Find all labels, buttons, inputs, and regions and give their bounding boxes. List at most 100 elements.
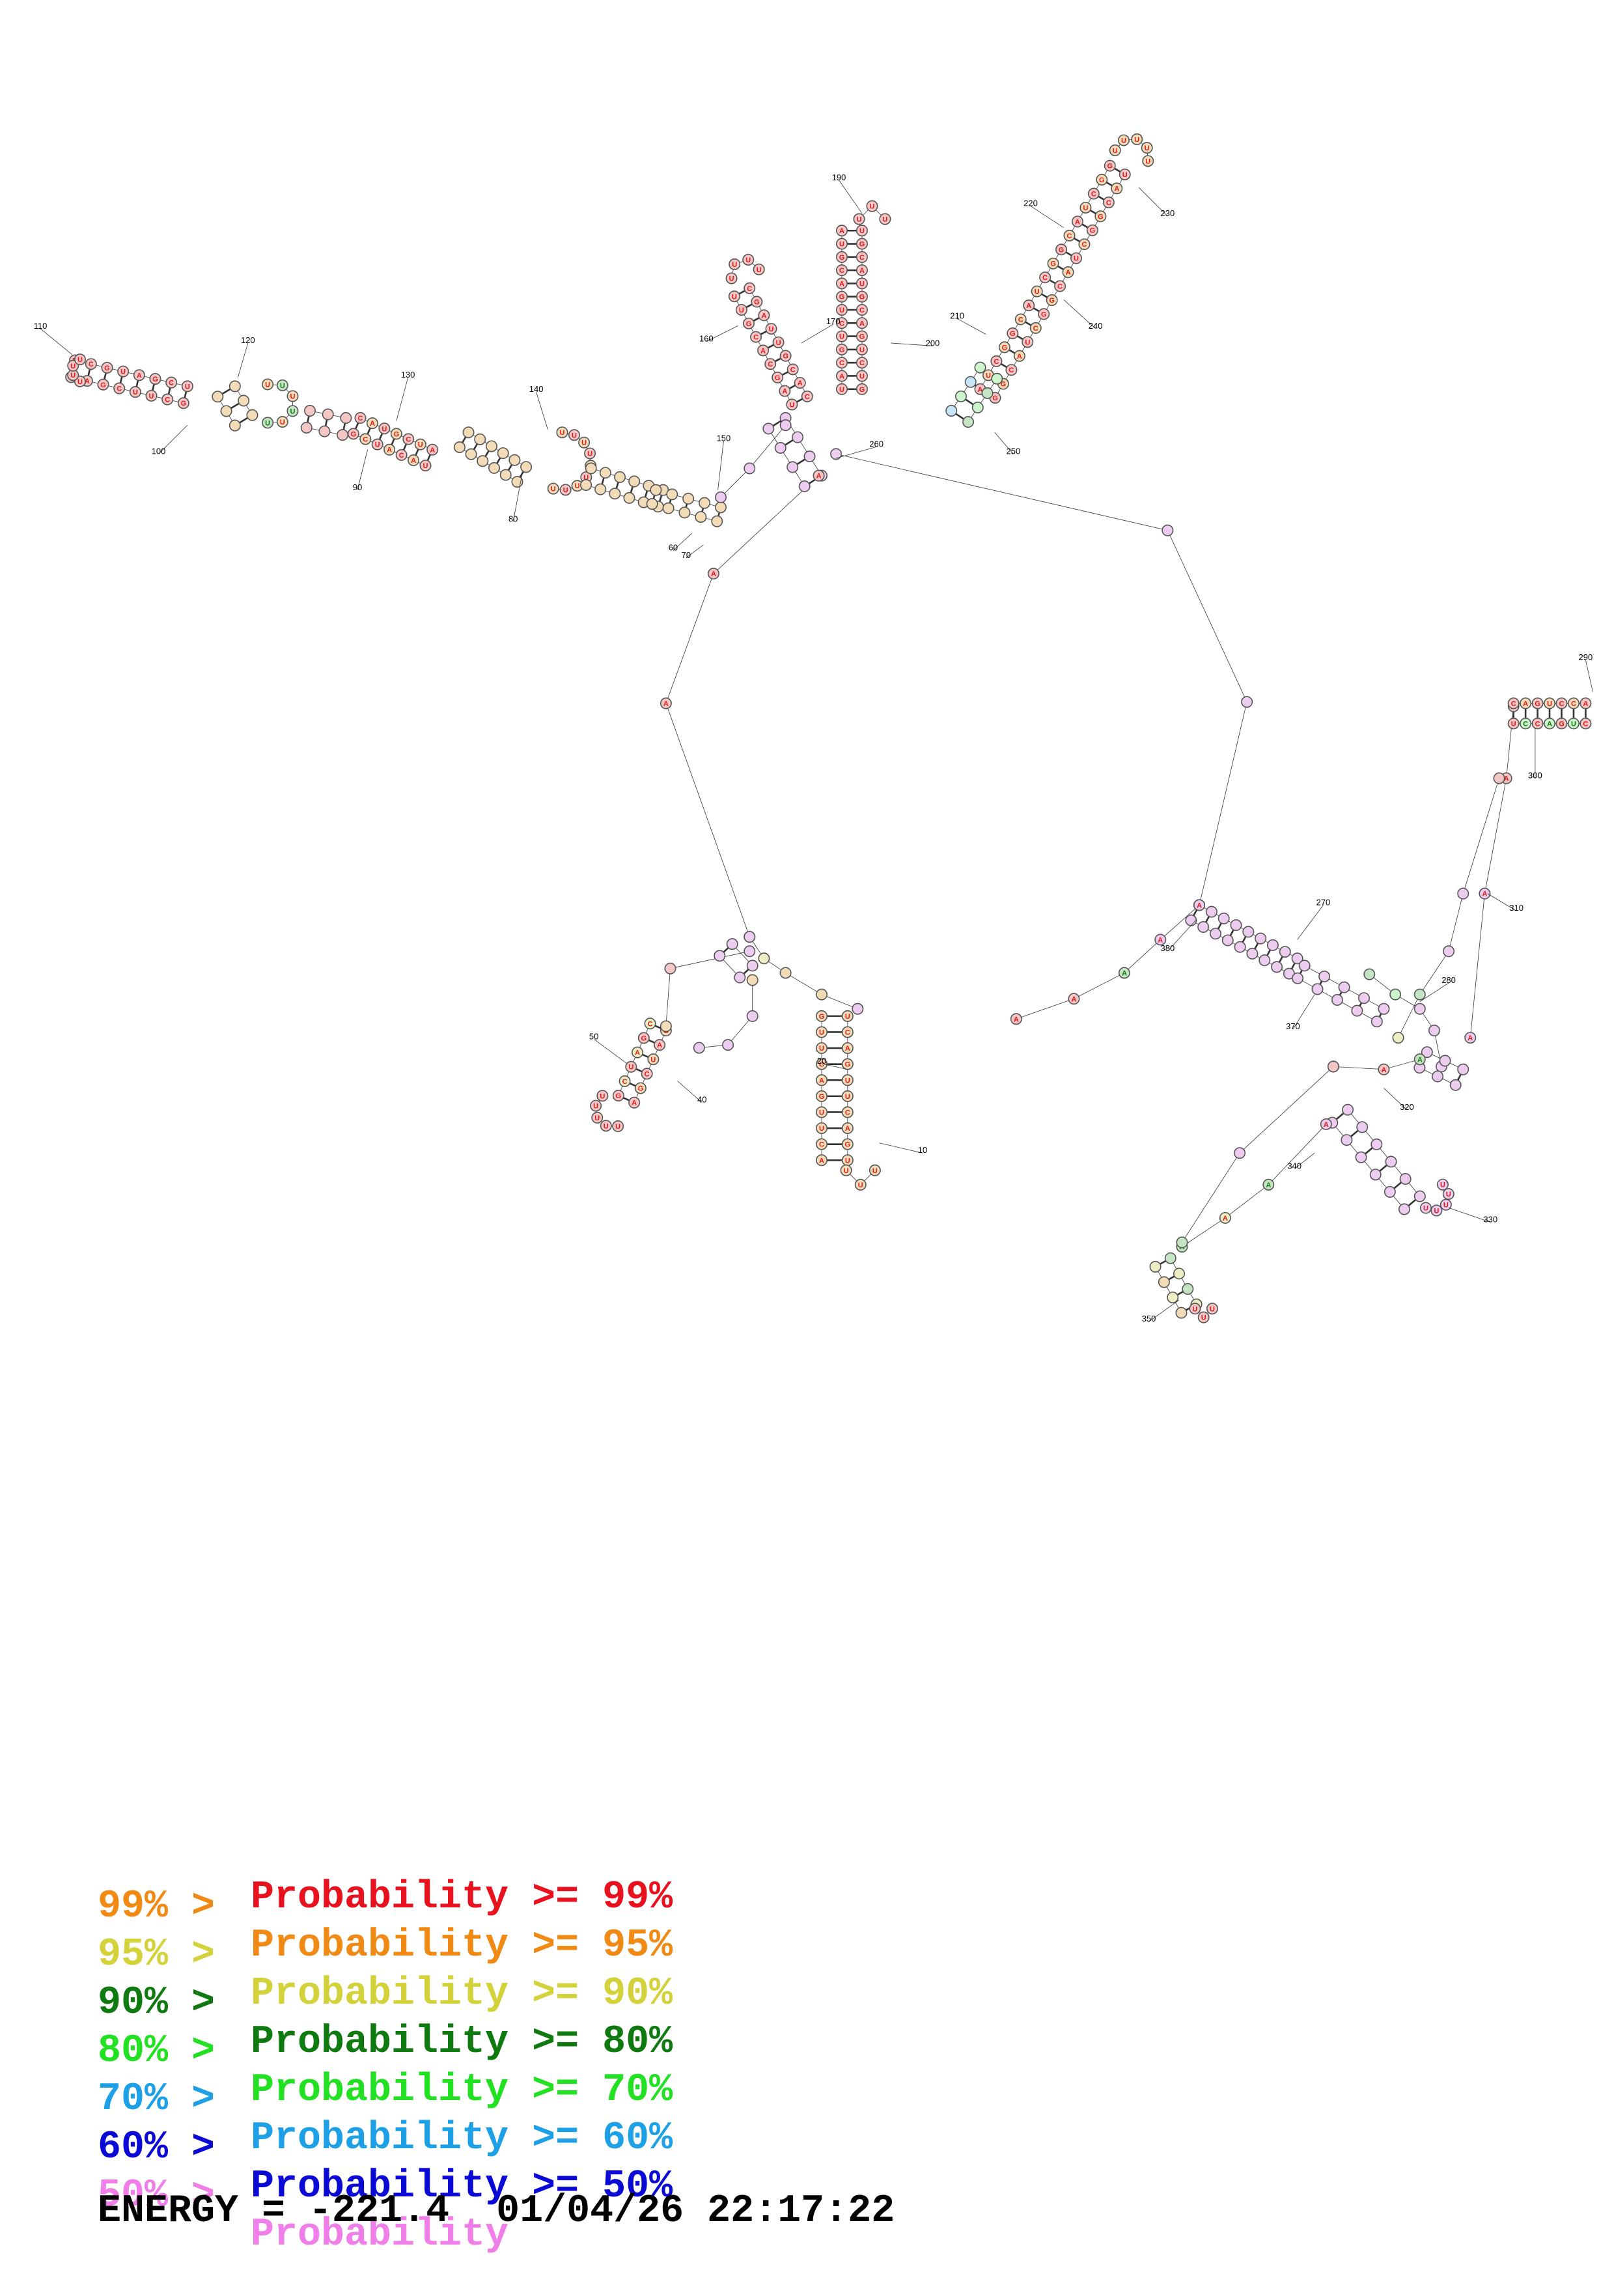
backbone-segment xyxy=(951,367,981,411)
nucleotide xyxy=(841,1042,854,1055)
backbone-segment xyxy=(1239,1066,1334,1154)
nucleotide xyxy=(830,448,842,460)
nucleotide-letter: G xyxy=(1090,227,1096,235)
nucleotide xyxy=(1567,697,1579,710)
nucleotide xyxy=(866,200,878,212)
nucleotide xyxy=(1341,1134,1353,1146)
nucleotide-letter: A xyxy=(1482,891,1487,898)
backbone-segment xyxy=(821,994,858,1010)
nucleotide-letter: U xyxy=(986,372,991,380)
nucleotide xyxy=(220,405,232,417)
nucleotide-letter: U xyxy=(1074,255,1079,263)
label-leader xyxy=(1292,994,1315,1030)
backbone-segment xyxy=(670,950,750,969)
nucleotide-letter: G xyxy=(181,400,187,408)
nucleotide xyxy=(1430,1204,1443,1217)
nucleotide-letter: A xyxy=(1417,1056,1423,1064)
nucleotide-letter: U xyxy=(732,261,737,269)
nucleotide-letter: U xyxy=(615,1123,620,1131)
nucleotide xyxy=(835,304,848,316)
nucleotide xyxy=(402,433,415,445)
position-label: 240 xyxy=(1089,321,1103,331)
nucleotide-letter: U xyxy=(587,450,592,458)
nucleotide xyxy=(1351,1004,1363,1017)
backbone-segment xyxy=(720,468,750,498)
nucleotide-letter: U xyxy=(757,266,762,274)
nucleotide xyxy=(1005,364,1018,376)
position-label: 220 xyxy=(1023,199,1038,208)
nucleotide xyxy=(746,960,758,972)
nucleotide-letter: U xyxy=(1443,1202,1449,1210)
nucleotide xyxy=(1357,992,1370,1004)
nucleotide xyxy=(1457,887,1469,900)
nucleotide xyxy=(764,358,777,370)
nucleotide-letter: U xyxy=(133,389,138,396)
nucleotide xyxy=(286,390,299,402)
nucleotide xyxy=(856,277,868,290)
nucleotide xyxy=(1369,1169,1382,1181)
label-leader xyxy=(1063,299,1096,329)
nucleotide xyxy=(1175,1307,1188,1319)
label-leader xyxy=(1384,1088,1408,1111)
nucleotide-letter: A xyxy=(1197,902,1202,909)
nucleotide xyxy=(1078,238,1091,251)
nucleotide-letter: U xyxy=(559,429,564,437)
nucleotide-letter: A xyxy=(761,312,766,320)
nucleotide-nodes: UUCAGGUCAUGUCCUGUUUUUUUUUUCGACUUGACCUAAU… xyxy=(65,133,1592,1323)
nucleotide-letter: U xyxy=(859,372,865,380)
nucleotide xyxy=(835,330,848,342)
nucleotide-letter: G xyxy=(839,294,845,301)
nucleotide-letter: G xyxy=(859,241,865,249)
nucleotide xyxy=(1209,928,1221,940)
nucleotide-letter: U xyxy=(1145,145,1150,152)
nucleotide xyxy=(1363,968,1376,980)
label-leader xyxy=(1167,919,1197,952)
nucleotide-letter: U xyxy=(729,275,734,283)
nucleotide xyxy=(742,317,755,329)
nucleotide-letter: A xyxy=(1122,969,1127,977)
position-labels: 10 20 40 50 60 70 80 90 100 110 120 130 140 150 160 170… xyxy=(34,173,1593,1323)
nucleotide-letter: G xyxy=(1099,176,1105,184)
nucleotide xyxy=(840,1164,852,1176)
nucleotide xyxy=(117,365,130,378)
nucleotide xyxy=(1440,1198,1452,1211)
nucleotide xyxy=(742,254,755,266)
nucleotide-letter: A xyxy=(1223,1215,1228,1223)
nucleotide xyxy=(1219,1211,1231,1224)
nucleotide-letter: A xyxy=(430,447,435,454)
nucleotide-letter: G xyxy=(1059,246,1064,254)
nucleotide-letter: A xyxy=(1504,775,1509,783)
nucleotide xyxy=(650,484,662,496)
nucleotide xyxy=(1531,717,1544,730)
nucleotide-letter: U xyxy=(290,408,296,415)
nucleotide xyxy=(695,511,707,523)
nucleotide-letter: A xyxy=(816,473,822,480)
nucleotide xyxy=(497,447,509,460)
label-leader xyxy=(1419,982,1449,1003)
nucleotide xyxy=(1022,336,1034,348)
nucleotide-letter: U xyxy=(732,293,737,301)
nucleotide xyxy=(750,331,762,343)
nucleotide xyxy=(856,370,868,382)
nucleotide-letter: A xyxy=(1468,1034,1473,1042)
nucleotide xyxy=(1086,224,1098,236)
nucleotide xyxy=(757,344,770,357)
nucleotide-letter: A xyxy=(370,420,375,428)
backbone-segment xyxy=(1074,973,1125,999)
nucleotide xyxy=(835,370,848,382)
nucleotide xyxy=(722,1039,734,1051)
nucleotide xyxy=(854,1178,867,1191)
backbone-segment xyxy=(1124,939,1161,973)
nucleotide-letter: G xyxy=(1049,297,1055,305)
nucleotide xyxy=(835,264,848,277)
nucleotide-letter: A xyxy=(839,227,844,235)
nucleotide xyxy=(347,428,359,440)
nucleotide xyxy=(1230,919,1242,932)
nucleotide xyxy=(465,448,477,460)
label-leader xyxy=(879,1142,923,1154)
nucleotide xyxy=(765,323,777,335)
nucleotide-letter: U xyxy=(1423,1205,1428,1213)
nucleotide xyxy=(794,377,806,389)
nucleotide xyxy=(815,1106,828,1118)
nucleotide-letter: C xyxy=(89,361,94,368)
